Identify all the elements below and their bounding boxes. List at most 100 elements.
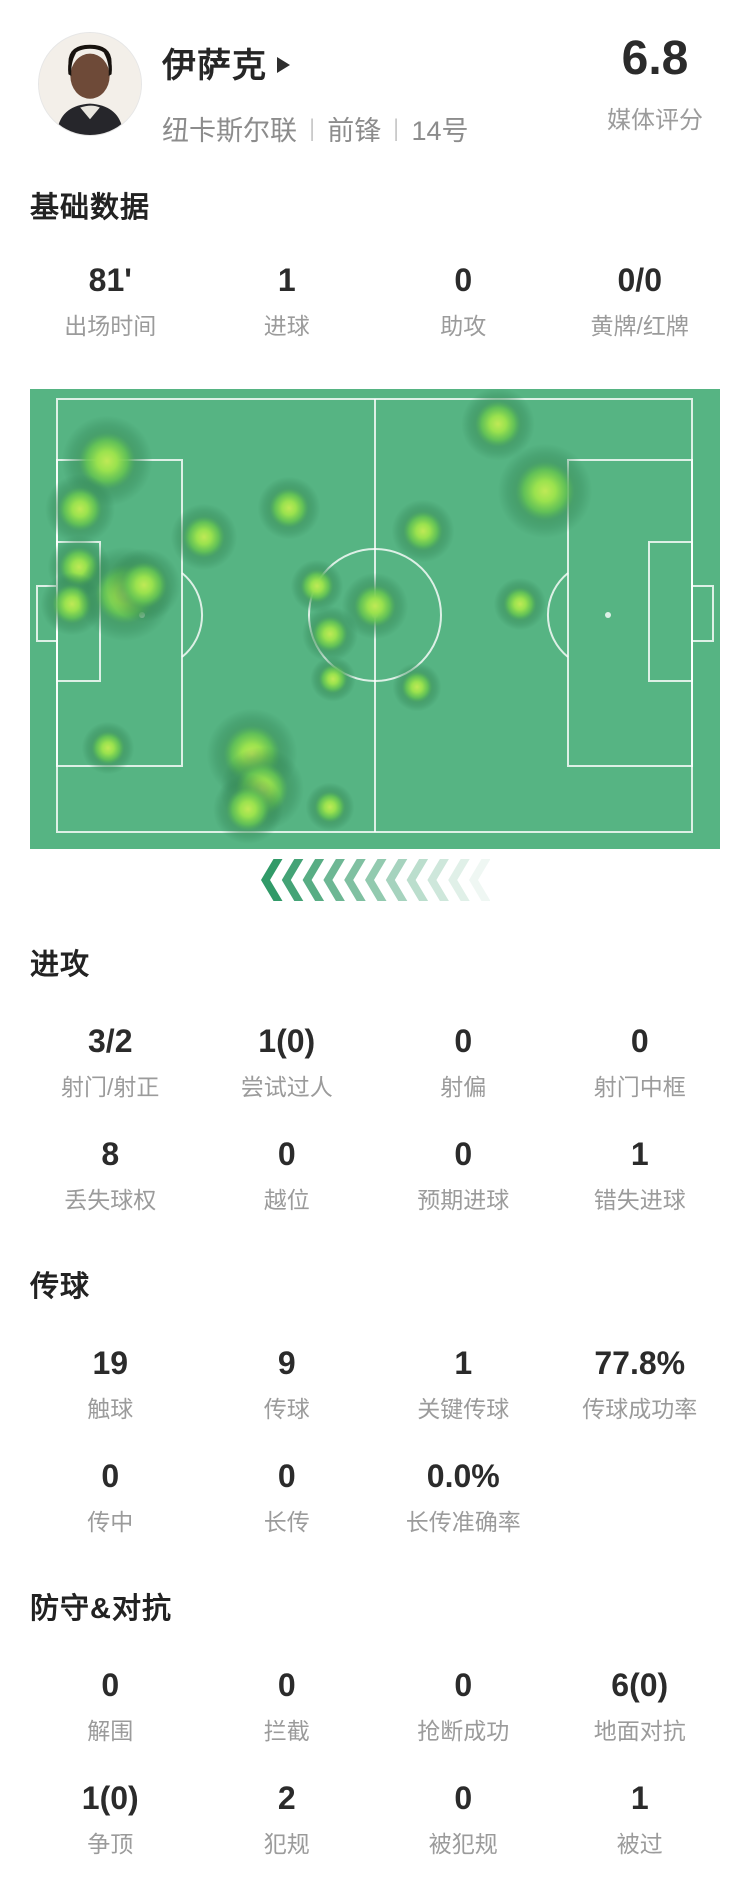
center-circle [308,548,442,682]
stat-cell: 0 助攻 [375,262,552,341]
disclosure-arrow-icon [277,56,290,73]
stat-label: 解围 [87,1718,134,1744]
avatar-placeholder-image [39,33,141,135]
passing-stat-row-1: 19 触球 9 传球 1 关键传球 77.8% 传球成功率 [0,1345,750,1424]
chevron-left-icon [469,859,490,901]
stat-cell: 0 解围 [22,1667,199,1746]
stat-label: 犯规 [263,1831,310,1857]
player-identity: 伊萨克 纽卡斯尔联 | 前锋 | 14号 [162,32,596,148]
stat-value: 0 [277,1458,296,1494]
stat-label: 助攻 [440,313,487,339]
stat-label: 尝试过人 [240,1074,333,1100]
stat-value: 0 [454,1136,473,1172]
stat-label: 长传准确率 [405,1509,521,1535]
chevron-left-icon [427,859,449,901]
stat-value: 9 [277,1345,296,1381]
penalty-arc-right [546,572,569,658]
stat-label: 争顶 [87,1831,134,1857]
stat-cell: 1 关键传球 [375,1345,552,1424]
stat-value: 0 [277,1667,296,1703]
stat-value: 0 [630,1023,649,1059]
basic-stat-row: 81' 出场时间 1 进球 0 助攻 0/0 黄牌/红牌 [0,262,750,341]
heat-spot [392,662,442,712]
defense-stat-row-2: 1(0) 争顶 2 犯规 0 被犯规 1 被过 [0,1780,750,1859]
stat-label: 黄牌/红牌 [590,313,689,339]
stat-cell: 0 射门中框 [552,1023,729,1102]
stat-label: 抢断成功 [417,1718,510,1744]
stat-cell: 6(0) 地面对抗 [552,1667,729,1746]
attack-stat-row-1: 3/2 射门/射正 1(0) 尝试过人 0 射偏 0 射门中框 [0,1023,750,1102]
stat-cell: 8 丢失球权 [22,1136,199,1215]
attack-direction-indicator [0,859,750,901]
stat-value: 1 [277,262,296,298]
heat-spot [290,559,344,613]
stat-cell: 2 犯规 [199,1780,376,1859]
media-rating-value: 6.8 [621,32,689,85]
heat-spot [493,577,547,631]
stat-cell: 77.8% 传球成功率 [552,1345,729,1424]
stat-value: 0/0 [617,262,662,298]
stat-label: 传中 [87,1509,134,1535]
stat-label: 预期进球 [417,1187,510,1213]
stat-cell: 9 传球 [199,1345,376,1424]
heat-spot [497,443,593,539]
stat-value: 0 [454,1667,473,1703]
heatmap-pitch [30,389,720,849]
stat-label: 错失进球 [593,1187,686,1213]
stat-value: 0 [454,262,473,298]
stat-label: 被犯规 [428,1831,498,1857]
stat-label: 地面对抗 [593,1718,686,1744]
stat-value: 0 [101,1667,120,1703]
stat-value: 0.0% [426,1458,500,1494]
stat-label: 射门中框 [593,1074,686,1100]
stat-value: 1 [630,1136,649,1172]
stat-label: 出场时间 [64,313,157,339]
stat-value: 6(0) [611,1667,669,1703]
heat-spot [81,721,135,775]
stat-value: 0 [101,1458,120,1494]
goal-right [691,585,714,642]
stat-value: 1 [630,1780,649,1816]
stat-cell: 3/2 射门/射正 [22,1023,199,1102]
stat-label: 触球 [87,1396,134,1422]
stat-label: 射门/射正 [61,1074,160,1100]
player-subtitle: 纽卡斯尔联 | 前锋 | 14号 [162,109,596,148]
player-name-row[interactable]: 伊萨克 [162,38,596,87]
defense-stat-row-1: 0 解围 0 拦截 0 抢断成功 6(0) 地面对抗 [0,1667,750,1746]
chevron-left-icon [344,859,366,901]
stat-value: 1(0) [81,1780,139,1816]
heat-spot [45,474,115,544]
stat-cell: 0 预期进球 [375,1136,552,1215]
section-title-passing: 传球 [30,1271,91,1303]
chevron-left-icon [406,859,429,901]
stat-cell: 0 拦截 [199,1667,376,1746]
stat-label: 越位 [263,1187,310,1213]
stat-value: 2 [277,1780,296,1816]
stat-label: 丢失球权 [64,1187,157,1213]
heat-spot [310,656,356,702]
heat-spot [213,774,283,844]
stat-value: 1(0) [258,1023,316,1059]
heat-spot [302,606,358,662]
section-title-basic: 基础数据 [30,192,151,224]
stat-label: 射偏 [440,1074,487,1100]
stat-cell: 0.0% 长传准确率 [375,1458,552,1537]
chevron-left-icons [261,859,490,901]
penalty-arc-left [181,572,204,658]
heat-spot [341,572,409,640]
pitch-heatmap-svg [30,389,720,849]
heat-spot [461,389,535,461]
chevron-left-icon [261,859,283,901]
chevron-left-icon [323,859,345,901]
stat-value: 19 [92,1345,129,1381]
chevron-left-icon [302,859,325,901]
stat-value: 0 [454,1780,473,1816]
chevron-left-icon [281,859,304,901]
divider: | [394,114,399,142]
section-title-attack: 进攻 [30,949,91,981]
chevron-left-icon [448,859,470,901]
chevron-left-icon [365,859,387,901]
stat-cell: 0 传中 [22,1458,199,1537]
stat-value: 0 [277,1136,296,1172]
